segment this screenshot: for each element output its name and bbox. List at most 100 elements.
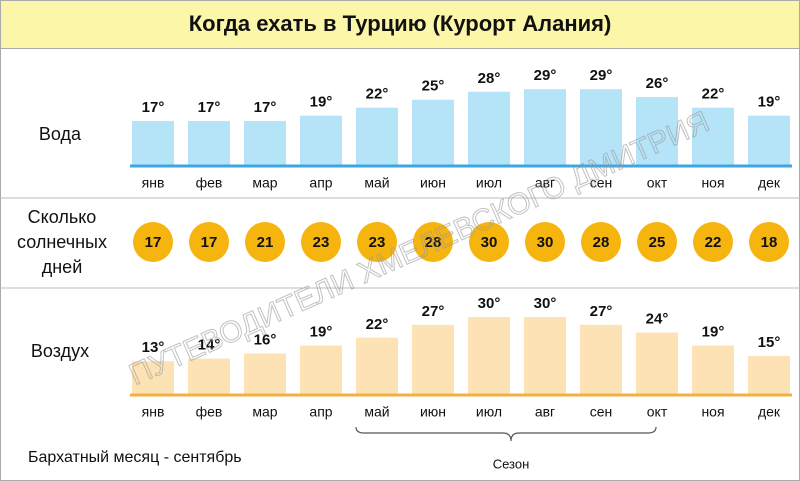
season-label: Сезон <box>493 456 530 471</box>
sun-dot <box>581 222 621 262</box>
bar <box>188 120 230 165</box>
value-label: 23 <box>369 234 386 251</box>
x-tick-label: янв <box>142 175 165 191</box>
value-label: 29° <box>590 67 613 84</box>
sun-dot <box>245 222 285 262</box>
value-label: 16° <box>254 331 277 348</box>
value-label: 21 <box>257 234 274 251</box>
sun-dot <box>301 222 341 262</box>
x-tick-label: авг <box>535 404 555 420</box>
x-tick-label: май <box>364 404 389 420</box>
value-label: 25° <box>422 78 445 95</box>
title: Когда ехать в Турцию (Курорт Алания) <box>189 11 612 36</box>
charts: Вода 17° янв 17° фев 17° мар 19° апр 22° май 25° июн… <box>17 67 792 420</box>
bar <box>524 89 566 165</box>
row-label: дней <box>42 257 83 277</box>
bar <box>636 332 678 394</box>
bar <box>244 353 286 394</box>
x-tick-label: янв <box>142 404 165 420</box>
bar <box>748 356 790 394</box>
note: Бархатный месяц - сентябрь <box>28 449 242 466</box>
value-label: 23 <box>313 234 330 251</box>
x-tick-label: июн <box>420 404 446 420</box>
row-label: Сколько <box>28 207 97 227</box>
value-label: 17° <box>254 99 277 116</box>
x-tick-label: авг <box>535 175 555 191</box>
bar <box>692 107 734 165</box>
x-tick-label: дек <box>758 404 781 420</box>
value-label: 27° <box>590 303 613 320</box>
value-label: 30 <box>537 234 554 251</box>
bar <box>188 358 230 394</box>
value-label: 17 <box>145 234 162 251</box>
value-label: 17° <box>198 99 221 116</box>
bar <box>300 345 342 394</box>
value-label: 19° <box>310 94 333 111</box>
row-label: Воздух <box>31 341 89 361</box>
x-tick-label: дек <box>758 175 781 191</box>
bar <box>580 89 622 165</box>
x-tick-label: фев <box>196 175 223 191</box>
sun-dot <box>749 222 789 262</box>
bar <box>692 345 734 394</box>
x-tick-label: сен <box>590 404 613 420</box>
value-label: 13° <box>142 339 165 356</box>
value-label: 30° <box>534 295 557 312</box>
bar <box>244 120 286 165</box>
row-label: Вода <box>39 124 82 144</box>
sun-dot <box>693 222 733 262</box>
bar <box>468 91 510 165</box>
sun-dot <box>189 222 229 262</box>
bar <box>412 99 454 165</box>
bar <box>412 324 454 394</box>
value-label: 22° <box>702 86 725 103</box>
x-tick-label: ноя <box>701 175 724 191</box>
x-tick-label: май <box>364 175 389 191</box>
bar <box>748 115 790 165</box>
sun-dot <box>413 222 453 262</box>
x-tick-label: июл <box>476 175 502 191</box>
season-brace <box>355 426 657 442</box>
bar <box>132 361 174 394</box>
value-label: 22 <box>705 234 722 251</box>
sun-dot <box>469 222 509 262</box>
value-label: 18 <box>761 234 778 251</box>
x-tick-label: ноя <box>701 404 724 420</box>
bar <box>636 97 678 165</box>
value-label: 17 <box>201 234 218 251</box>
value-label: 22° <box>366 316 389 333</box>
value-label: 24° <box>646 311 669 328</box>
bar <box>524 317 566 394</box>
title-band <box>0 0 800 49</box>
bar <box>468 317 510 394</box>
bar <box>356 107 398 165</box>
value-label: 25 <box>649 234 666 251</box>
value-label: 19° <box>310 324 333 341</box>
x-tick-label: мар <box>252 175 277 191</box>
value-label: 28 <box>425 234 442 251</box>
x-tick-label: мар <box>252 404 277 420</box>
value-label: 27° <box>422 303 445 320</box>
sun-dot <box>637 222 677 262</box>
x-tick-label: фев <box>196 404 223 420</box>
value-label: 15° <box>758 334 781 351</box>
value-label: 28° <box>478 70 501 87</box>
value-label: 17° <box>142 99 165 116</box>
x-tick-label: июн <box>420 175 446 191</box>
row-label: солнечных <box>17 232 107 252</box>
x-tick-label: окт <box>647 175 668 191</box>
value-label: 30 <box>481 234 498 251</box>
x-tick-label: апр <box>309 404 332 420</box>
value-label: 26° <box>646 75 669 92</box>
bar <box>300 115 342 165</box>
sun-dot <box>525 222 565 262</box>
x-tick-label: апр <box>309 175 332 191</box>
value-label: 29° <box>534 67 557 84</box>
value-label: 19° <box>702 324 725 341</box>
x-tick-label: сен <box>590 175 613 191</box>
value-label: 14° <box>198 337 221 354</box>
bar <box>132 120 174 165</box>
sun-dot <box>357 222 397 262</box>
